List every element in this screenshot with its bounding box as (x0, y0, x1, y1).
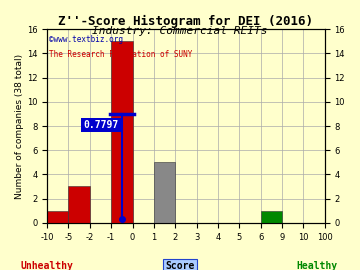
Bar (154, 162, 175, 223)
Bar (68, 187, 90, 223)
Text: Industry: Commercial REITs: Industry: Commercial REITs (92, 26, 268, 36)
Text: 0.7797: 0.7797 (84, 120, 119, 130)
Text: The Research Foundation of SUNY: The Research Foundation of SUNY (49, 50, 193, 59)
Text: Healthy: Healthy (296, 261, 337, 270)
Bar (261, 211, 282, 223)
Title: Z''-Score Histogram for DEI (2016): Z''-Score Histogram for DEI (2016) (58, 15, 314, 28)
Text: Score: Score (165, 261, 195, 270)
Text: ©www.textbiz.org: ©www.textbiz.org (49, 35, 123, 44)
Bar (111, 41, 132, 223)
Y-axis label: Number of companies (38 total): Number of companies (38 total) (15, 53, 24, 198)
Bar (47, 211, 68, 223)
Text: Unhealthy: Unhealthy (21, 261, 73, 270)
